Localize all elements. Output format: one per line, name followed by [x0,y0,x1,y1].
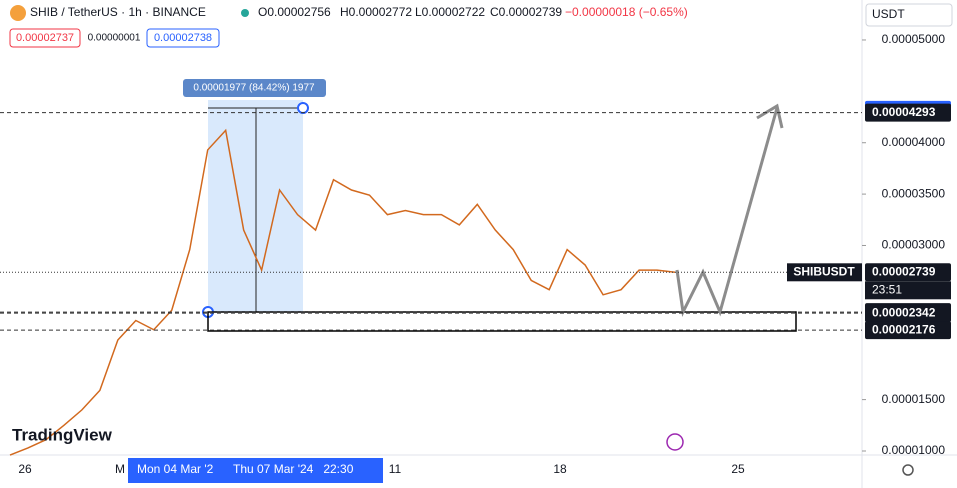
symbol-icon [10,5,26,21]
price-label: 0.00002342 [872,305,936,319]
price-line [9,128,676,456]
sell-price: 0.00002737 [16,32,74,44]
range-start: Mon 04 Mar '2 [137,462,214,476]
y-tick-label: 0.00005000 [882,32,946,46]
x-tick-label: 11 [389,462,402,476]
price-label-bg [865,103,951,122]
zone-box [207,311,797,332]
market-status [241,9,249,17]
measure-label: 0.00001977 (84.42%) 1977 [193,83,315,94]
y-tick-label: 0.00003500 [882,186,946,200]
price-label-bg [865,321,951,340]
projection [675,107,779,317]
x-tick-label: M [115,462,125,476]
range-start-bg [128,458,228,483]
price-axis [862,0,957,455]
buy-button[interactable] [146,28,220,48]
last-name: SHIBUSDT [793,264,855,278]
range-end-bg [228,458,383,483]
currency: USDT [872,7,905,21]
countdown: 23:51 [872,282,902,296]
high: H0.00002772 [340,5,412,19]
price-label: 0.00004293 [872,105,936,119]
price-label-bg [865,304,951,323]
close: C0.00002739 [490,5,562,19]
x-tick-label: 25 [731,462,745,476]
buy-price: 0.00002738 [154,32,212,44]
spread: 0.00000001 [88,33,141,44]
y-tick-label: 0.00001500 [882,392,946,406]
sell-button[interactable] [9,28,81,48]
last-bg [865,281,951,300]
y-tick-label: 0.00004000 [882,135,946,149]
range-end: Thu 07 Mar '24 22:30 [233,462,354,476]
price-label: 0.00002739 [872,264,936,278]
event-icon[interactable] [666,433,684,451]
logo: TradingView [12,425,113,444]
last-name-bg [787,263,862,282]
projection-arrow [756,103,784,129]
y-tick-label: 0.00003000 [882,238,946,252]
x-tick-label: 18 [553,462,567,476]
settings-icon[interactable] [902,464,914,476]
y-tick-label: 0.00001000 [882,443,946,457]
symbol: SHIB / TetherUS · 1h · BINANCE [30,5,206,19]
price-label: 0.00002176 [872,322,936,336]
change: −0.00000018 (−0.65%) [565,5,688,19]
currency-select[interactable] [865,3,953,27]
anchor[interactable] [297,102,309,114]
low: L0.00002722 [415,5,485,19]
measure-label-bg [183,79,326,97]
price-label-bg [865,263,951,282]
open: O0.00002756 [258,5,331,19]
x-tick-label: 26 [18,462,32,476]
